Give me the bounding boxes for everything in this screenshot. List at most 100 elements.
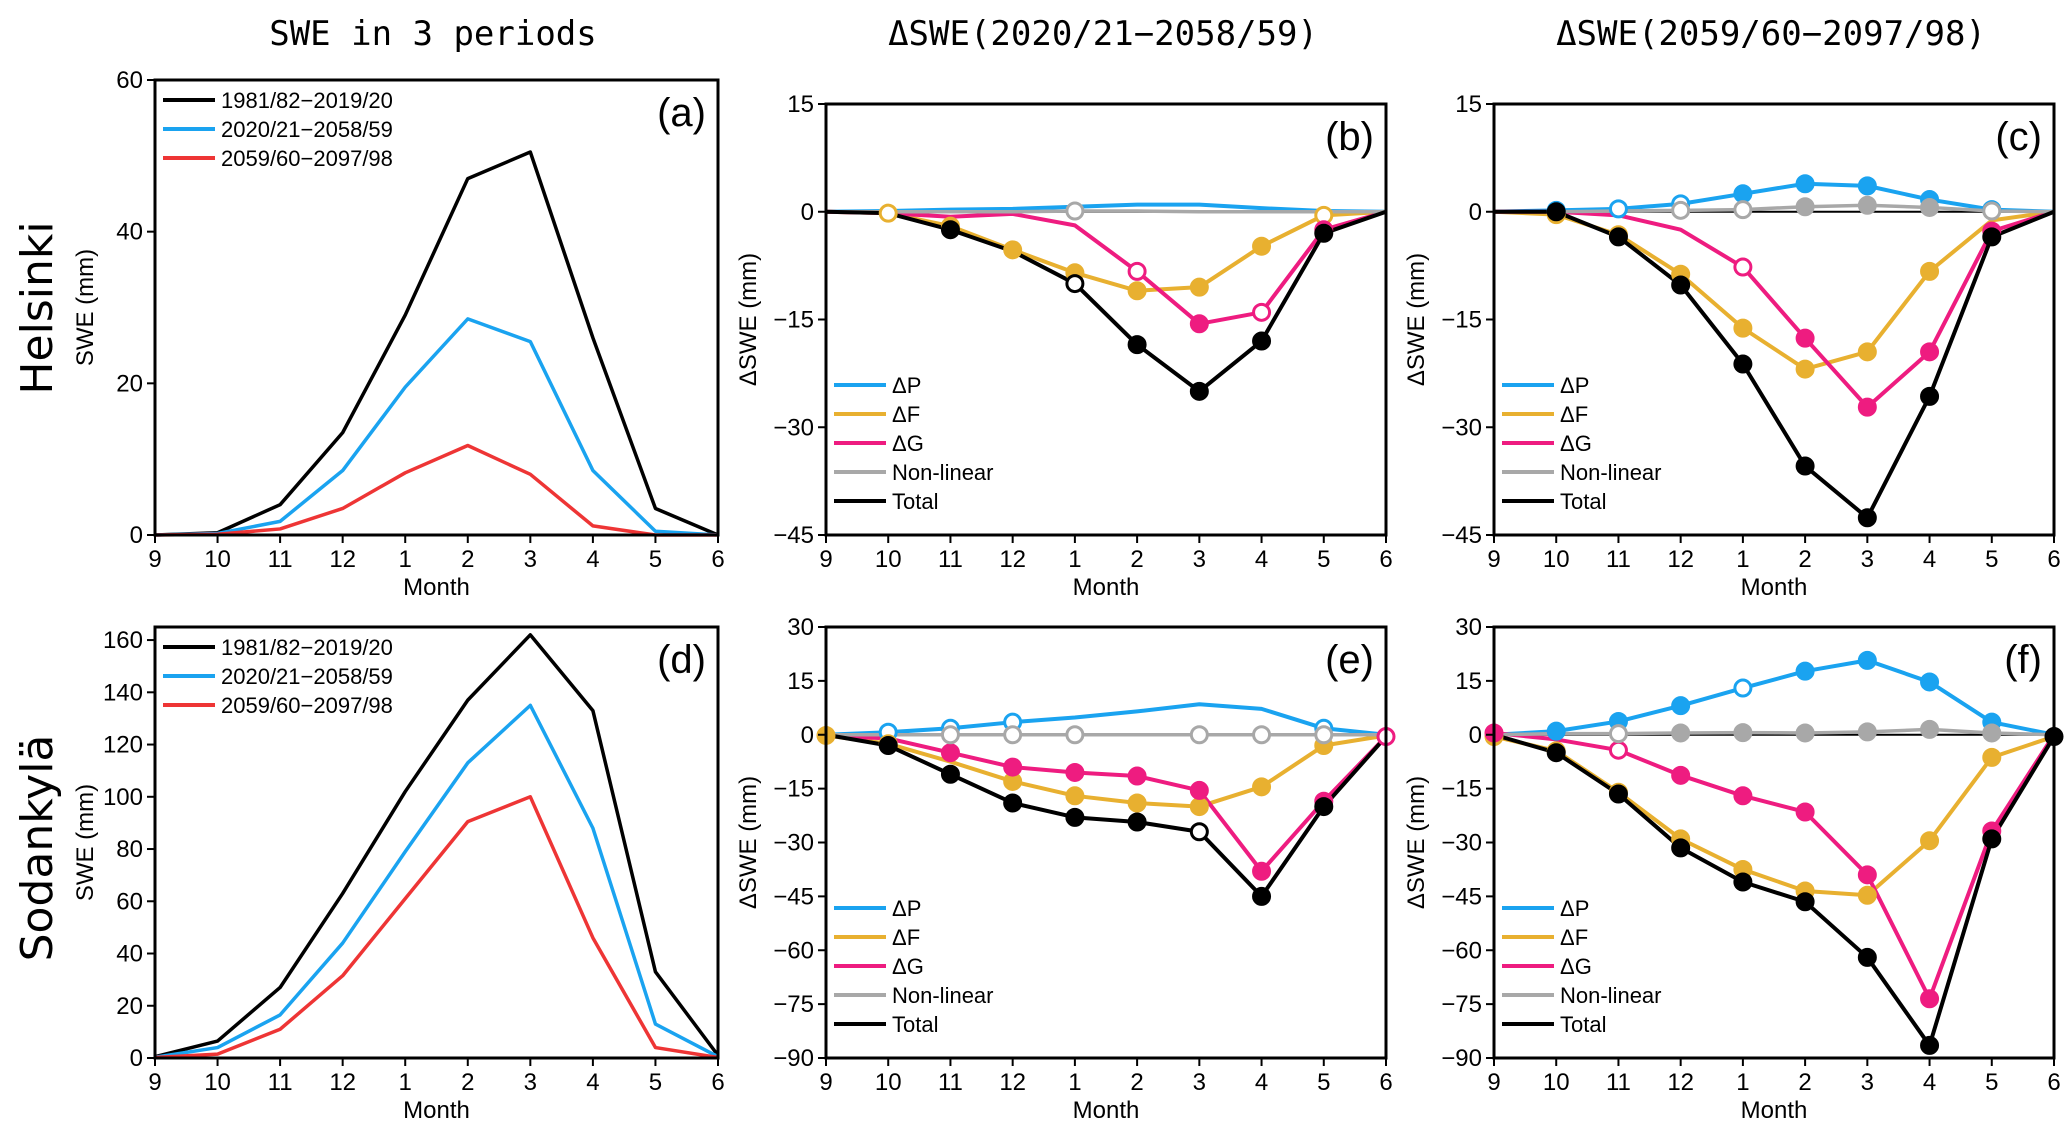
x-axis-label: Month <box>403 1097 470 1124</box>
x-tick-label: 6 <box>711 1069 724 1096</box>
legend: ΔP ΔF ΔG Non-linear Total <box>1502 896 1662 1037</box>
y-tick-label: −30 <box>1441 830 1482 857</box>
x-tick-label: 11 <box>938 1069 963 1096</box>
x-tick-label: 10 <box>875 1069 902 1096</box>
y-axis-label: ΔSWE (mm) <box>1403 776 1430 909</box>
x-tick-label: 11 <box>268 1069 293 1096</box>
x-tick-label: 1 <box>1068 546 1081 573</box>
series-line-total <box>825 732 1388 899</box>
y-tick-label: 60 <box>116 67 143 94</box>
data-point-filled <box>1857 508 1877 528</box>
x-tick-label: 2 <box>1130 1069 1143 1096</box>
y-tick-label: 15 <box>787 91 814 118</box>
legend-label: ΔP <box>1560 896 1589 921</box>
x-tick-label: 2 <box>461 546 474 573</box>
legend-label: 2059/60−2097/98 <box>221 693 393 718</box>
series-line-dG <box>825 733 1388 874</box>
legend-label: ΔP <box>1560 373 1589 398</box>
data-point-filled <box>878 736 898 756</box>
data-point-filled <box>1003 757 1023 777</box>
x-tick-label: 3 <box>1861 546 1874 573</box>
series-line-period3 <box>154 795 719 1060</box>
x-tick-label: 4 <box>586 546 599 573</box>
series-line-period1 <box>154 633 720 1059</box>
x-axis-label: Month <box>1073 574 1140 601</box>
x-tick-label: 11 <box>1606 1069 1631 1096</box>
data-point-filled <box>1920 989 1940 1009</box>
y-tick-label: −45 <box>1441 883 1482 910</box>
y-tick-label: 0 <box>801 199 814 226</box>
data-point-filled <box>1189 797 1209 817</box>
series-line-total <box>1494 209 2055 520</box>
data-point-filled <box>1920 719 1940 739</box>
x-axis-label: Month <box>1741 574 1808 601</box>
x-tick-label: 12 <box>1667 1069 1694 1096</box>
x-tick-label: 4 <box>1255 546 1268 573</box>
legend: ΔP ΔF ΔG Non-linear Total <box>834 896 994 1037</box>
y-tick-label: −90 <box>773 1045 814 1072</box>
data-point-hollow <box>1608 724 1628 744</box>
data-point-filled <box>1252 886 1272 906</box>
data-point-filled <box>1857 885 1877 905</box>
y-tick-label: 20 <box>116 370 143 397</box>
series-line-dF <box>825 209 1387 293</box>
data-point-filled <box>1252 861 1272 881</box>
data-point-hollow <box>1127 261 1147 281</box>
x-tick-label: 10 <box>875 546 902 573</box>
x-tick-label: 1 <box>399 546 412 573</box>
data-point-hollow <box>1252 725 1272 745</box>
data-point-hollow <box>1252 302 1272 322</box>
x-tick-label: 12 <box>329 1069 356 1096</box>
data-point-filled <box>1671 275 1691 295</box>
y-tick-label: −15 <box>773 307 814 334</box>
x-tick-label: 1 <box>1736 1069 1749 1096</box>
data-point-filled <box>1671 696 1691 716</box>
data-point-hollow <box>1733 257 1753 277</box>
x-tick-label: 10 <box>1543 546 1570 573</box>
x-tick-label: 10 <box>1543 1069 1570 1096</box>
x-tick-label: 4 <box>586 1069 599 1096</box>
data-point-filled <box>940 220 960 240</box>
data-point-filled <box>1982 829 2002 849</box>
legend-label: Total <box>1560 489 1606 514</box>
data-point-filled <box>1065 786 1085 806</box>
series-line-dF <box>1493 734 2055 898</box>
data-point-filled <box>1920 831 1940 851</box>
data-point-filled <box>1795 723 1815 743</box>
x-tick-label: 12 <box>999 1069 1026 1096</box>
x-tick-label: 9 <box>1487 1069 1500 1096</box>
series-line-dF <box>825 733 1387 809</box>
x-tick-label: 11 <box>938 546 963 573</box>
x-tick-label: 6 <box>2047 1069 2060 1096</box>
x-tick-label: 6 <box>711 546 724 573</box>
legend-label: Non-linear <box>892 983 994 1008</box>
data-point-filled <box>1920 672 1940 692</box>
data-point-filled <box>1127 281 1147 301</box>
data-point-filled <box>1608 227 1628 247</box>
series-line-period3 <box>154 443 718 537</box>
data-point-filled <box>1857 195 1877 215</box>
y-tick-label: 120 <box>103 732 143 759</box>
x-tick-label: 5 <box>1317 1069 1330 1096</box>
y-tick-label: 30 <box>1455 614 1482 641</box>
x-tick-label: 5 <box>1985 1069 1998 1096</box>
y-tick-label: 0 <box>130 1045 143 1072</box>
y-tick-label: 40 <box>116 941 143 968</box>
y-tick-label: 15 <box>787 668 814 695</box>
legend: 1981/82−2019/20 2020/21−2058/59 2059/60−20… <box>163 88 393 171</box>
x-tick-label: 9 <box>1487 546 1500 573</box>
data-point-filled <box>1733 354 1753 374</box>
legend-label: 1981/82−2019/20 <box>221 635 393 660</box>
data-point-filled <box>940 743 960 763</box>
data-point-hollow <box>1671 200 1691 220</box>
data-point-filled <box>1127 766 1147 786</box>
y-tick-label: 60 <box>116 888 143 915</box>
legend: ΔP ΔF ΔG Non-linear Total <box>834 373 994 514</box>
series-line-dP <box>1493 181 2055 214</box>
data-point-filled <box>1608 784 1628 804</box>
data-point-filled <box>1733 786 1753 806</box>
data-point-filled <box>1189 381 1209 401</box>
